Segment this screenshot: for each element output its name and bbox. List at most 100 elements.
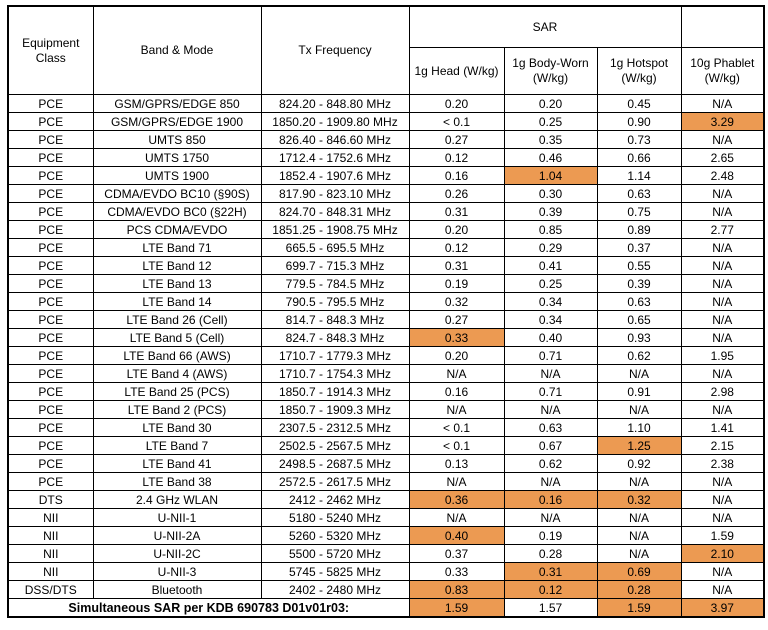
tx-frequency-cell: 790.5 - 795.5 MHz xyxy=(260,292,410,311)
band-mode-cell: LTE Band 12 xyxy=(92,256,262,275)
band-mode-cell: LTE Band 13 xyxy=(92,274,262,293)
footer-body-worn-sar-cell: 1.57 xyxy=(503,598,598,618)
body-worn-sar-cell: 1.04 xyxy=(503,166,598,185)
phablet-sar-cell: 2.10 xyxy=(680,544,765,563)
table-row: PCE LTE Band 12 699.7 - 715.3 MHz 0.31 0.41 0… xyxy=(7,256,765,275)
tx-frequency-cell: 5745 - 5825 MHz xyxy=(260,562,410,581)
head-sar-cell: 0.32 xyxy=(408,292,505,311)
band-mode-cell: LTE Band 25 (PCS) xyxy=(92,382,262,401)
hotspot-sar-cell: 0.92 xyxy=(596,454,682,473)
body-worn-sar-cell: 0.39 xyxy=(503,202,598,221)
head-sar-cell: 0.12 xyxy=(408,148,505,167)
table-row: PCE CDMA/EVDO BC10 (§90S) 817.90 - 823.10 … xyxy=(7,184,765,203)
head-sar-cell: 0.20 xyxy=(408,94,505,113)
tx-frequency-cell: 2502.5 - 2567.5 MHz xyxy=(260,436,410,455)
tx-frequency-cell: 817.90 - 823.10 MHz xyxy=(260,184,410,203)
phablet-sar-cell: N/A xyxy=(680,238,765,257)
hotspot-sar-cell: 0.93 xyxy=(596,328,682,347)
table-row: NII U-NII-3 5745 - 5825 MHz 0.33 0.31 0.69 N/A xyxy=(7,562,765,581)
table-row: NII U-NII-1 5180 - 5240 MHz N/A N/A N/A N/A xyxy=(7,508,765,527)
table-header: Equipment Class Band & Mode Tx Frequency… xyxy=(7,5,765,95)
equipment-class-cell: NII xyxy=(7,544,94,563)
phablet-sar-cell: 2.15 xyxy=(680,436,765,455)
band-mode-cell: LTE Band 30 xyxy=(92,418,262,437)
hotspot-sar-cell: 0.55 xyxy=(596,256,682,275)
footer-label: Simultaneous SAR per KDB 690783 D01v01r0… xyxy=(7,598,410,618)
phablet-sar-cell: 3.29 xyxy=(680,112,765,131)
head-sar-cell: 0.83 xyxy=(408,580,505,599)
hotspot-sar-cell: 0.63 xyxy=(596,184,682,203)
phablet-sar-cell: N/A xyxy=(680,94,765,113)
body-worn-sar-cell: 0.34 xyxy=(503,310,598,329)
tx-frequency-cell: 2572.5 - 2617.5 MHz xyxy=(260,472,410,491)
equipment-class-cell: PCE xyxy=(7,220,94,239)
tx-frequency-cell: 1850.20 - 1909.80 MHz xyxy=(260,112,410,131)
band-mode-cell: LTE Band 66 (AWS) xyxy=(92,346,262,365)
hotspot-sar-cell: 0.65 xyxy=(596,310,682,329)
hotspot-sar-cell: N/A xyxy=(596,400,682,419)
body-worn-sar-cell: 0.30 xyxy=(503,184,598,203)
tx-frequency-cell: 824.7 - 848.3 MHz xyxy=(260,328,410,347)
tx-frequency-cell: 1712.4 - 1752.6 MHz xyxy=(260,148,410,167)
equipment-class-cell: PCE xyxy=(7,238,94,257)
hotspot-sar-cell: 1.25 xyxy=(596,436,682,455)
tx-frequency-cell: 824.20 - 848.80 MHz xyxy=(260,94,410,113)
phablet-sar-cell: N/A xyxy=(680,562,765,581)
phablet-sar-cell: 1.41 xyxy=(680,418,765,437)
hotspot-sar-header: 1g Hotspot (W/kg) xyxy=(596,47,682,95)
tx-frequency-cell: 2498.5 - 2687.5 MHz xyxy=(260,454,410,473)
phablet-sar-cell: N/A xyxy=(680,364,765,383)
tx-frequency-cell: 2307.5 - 2312.5 MHz xyxy=(260,418,410,437)
body-worn-sar-cell: 0.20 xyxy=(503,94,598,113)
table-row: PCE LTE Band 2 (PCS) 1850.7 - 1909.3 MHz N/… xyxy=(7,400,765,419)
equipment-class-cell: PCE xyxy=(7,112,94,131)
tx-frequency-cell: 1710.7 - 1754.3 MHz xyxy=(260,364,410,383)
equipment-class-cell: NII xyxy=(7,508,94,527)
tx-frequency-cell: 2402 - 2480 MHz xyxy=(260,580,410,599)
equipment-class-cell: NII xyxy=(7,526,94,545)
sar-results-table: Equipment Class Band & Mode Tx Frequency… xyxy=(7,5,766,618)
phablet-sar-cell: N/A xyxy=(680,130,765,149)
equipment-class-cell: PCE xyxy=(7,94,94,113)
body-worn-sar-cell: 0.40 xyxy=(503,328,598,347)
phablet-sar-cell: N/A xyxy=(680,508,765,527)
body-worn-sar-cell: 0.41 xyxy=(503,256,598,275)
head-sar-cell: 0.33 xyxy=(408,562,505,581)
band-mode-cell: LTE Band 26 (Cell) xyxy=(92,310,262,329)
body-worn-sar-cell: 0.71 xyxy=(503,346,598,365)
equipment-class-cell: PCE xyxy=(7,256,94,275)
hotspot-sar-cell: N/A xyxy=(596,364,682,383)
hotspot-sar-cell: 0.28 xyxy=(596,580,682,599)
body-worn-sar-cell: 0.35 xyxy=(503,130,598,149)
band-mode-cell: LTE Band 71 xyxy=(92,238,262,257)
table-row: PCE LTE Band 4 (AWS) 1710.7 - 1754.3 MHz N/… xyxy=(7,364,765,383)
table-row: PCE GSM/GPRS/EDGE 1900 1850.20 - 1909.80 M… xyxy=(7,112,765,131)
hotspot-sar-cell: 0.63 xyxy=(596,292,682,311)
band-mode-cell: GSM/GPRS/EDGE 850 xyxy=(92,94,262,113)
head-sar-cell: 0.33 xyxy=(408,328,505,347)
band-mode-cell: LTE Band 14 xyxy=(92,292,262,311)
phablet-sar-cell: N/A xyxy=(680,202,765,221)
head-sar-cell: N/A xyxy=(408,364,505,383)
hotspot-sar-cell: 1.14 xyxy=(596,166,682,185)
empty-header-cell xyxy=(680,5,765,48)
band-mode-cell: LTE Band 2 (PCS) xyxy=(92,400,262,419)
tx-frequency-cell: 824.70 - 848.31 MHz xyxy=(260,202,410,221)
phablet-sar-cell: N/A xyxy=(680,256,765,275)
tx-frequency-cell: 665.5 - 695.5 MHz xyxy=(260,238,410,257)
tx-frequency-cell: 779.5 - 784.5 MHz xyxy=(260,274,410,293)
table-body: PCE GSM/GPRS/EDGE 850 824.20 - 848.80 MHz 0… xyxy=(7,94,765,618)
tx-frequency-cell: 5260 - 5320 MHz xyxy=(260,526,410,545)
band-mode-cell: CDMA/EVDO BC0 (§22H) xyxy=(92,202,262,221)
head-sar-cell: < 0.1 xyxy=(408,436,505,455)
head-sar-cell: 0.13 xyxy=(408,454,505,473)
band-mode-cell: LTE Band 4 (AWS) xyxy=(92,364,262,383)
equipment-class-cell: PCE xyxy=(7,202,94,221)
phablet-sar-cell: N/A xyxy=(680,274,765,293)
table-row: PCE UMTS 850 826.40 - 846.60 MHz 0.27 0.35 0.… xyxy=(7,130,765,149)
hotspot-sar-cell: 0.75 xyxy=(596,202,682,221)
head-sar-cell: N/A xyxy=(408,508,505,527)
hotspot-sar-cell: 0.69 xyxy=(596,562,682,581)
equipment-class-cell: PCE xyxy=(7,454,94,473)
